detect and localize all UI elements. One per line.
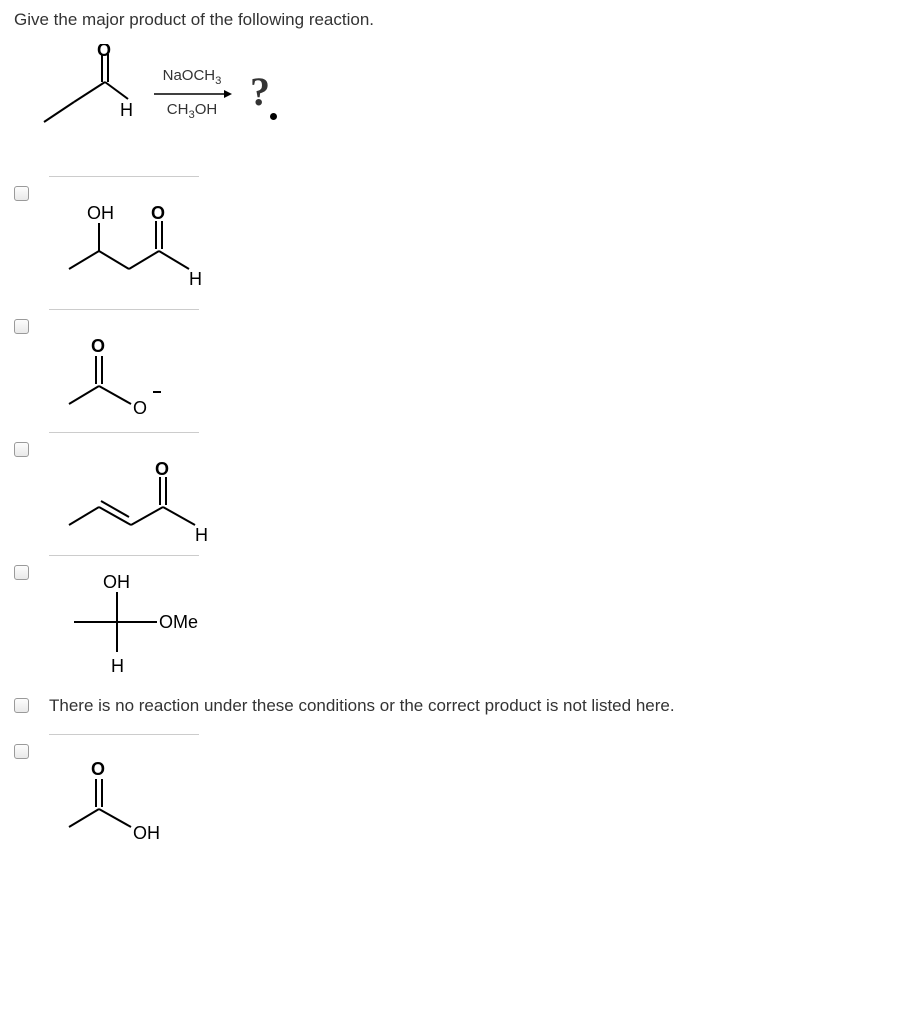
option-5[interactable]: There is no reaction under these conditi… — [14, 686, 896, 726]
option-6[interactable]: O OH — [14, 732, 896, 839]
checkbox-icon[interactable] — [14, 442, 29, 457]
option-3-structure: O H — [49, 437, 249, 547]
option-2-structure: O O — [49, 314, 219, 424]
product-placeholder: ? — [250, 68, 277, 120]
option-divider — [49, 176, 199, 177]
option-5-text: There is no reaction under these conditi… — [49, 686, 675, 716]
question-prompt: Give the major product of the following … — [14, 10, 896, 30]
label-H: H — [120, 100, 133, 120]
option-1-structure: OH O H — [49, 181, 249, 301]
label-O: O — [97, 44, 111, 60]
checkbox-icon[interactable] — [14, 744, 29, 759]
checkbox-icon[interactable] — [14, 319, 29, 334]
checkbox-icon[interactable] — [14, 565, 29, 580]
reactant-structure: O H — [34, 44, 134, 144]
label-O: O — [155, 459, 169, 479]
checkbox-icon[interactable] — [14, 698, 29, 713]
checkbox-icon[interactable] — [14, 186, 29, 201]
reagent-bottom: CH3OH — [167, 101, 217, 121]
reaction-arrow — [152, 89, 232, 99]
option-1[interactable]: OH O H — [14, 174, 896, 301]
label-H: H — [111, 656, 124, 676]
label-O: O — [151, 203, 165, 223]
reaction-arrow-group: NaOCH3 CH3OH — [152, 67, 232, 121]
option-divider — [49, 734, 199, 735]
label-OH: OH — [133, 823, 160, 839]
option-divider — [49, 555, 199, 556]
label-O: O — [91, 759, 105, 779]
option-4[interactable]: OH OMe H — [14, 553, 896, 680]
option-divider — [49, 309, 199, 310]
label-H: H — [189, 269, 202, 289]
label-H: H — [195, 525, 208, 545]
reagent-top: NaOCH3 — [163, 67, 222, 87]
option-3[interactable]: O H — [14, 430, 896, 547]
label-OH: OH — [103, 572, 130, 592]
label-O: O — [91, 336, 105, 356]
option-divider — [49, 432, 199, 433]
label-O: O — [133, 398, 147, 418]
label-OH: OH — [87, 203, 114, 223]
option-6-structure: O OH — [49, 739, 209, 839]
reaction-scheme: O H NaOCH3 CH3OH ? — [34, 44, 896, 144]
option-2[interactable]: O O — [14, 307, 896, 424]
label-OMe: OMe — [159, 612, 198, 632]
option-4-structure: OH OMe H — [49, 560, 229, 680]
